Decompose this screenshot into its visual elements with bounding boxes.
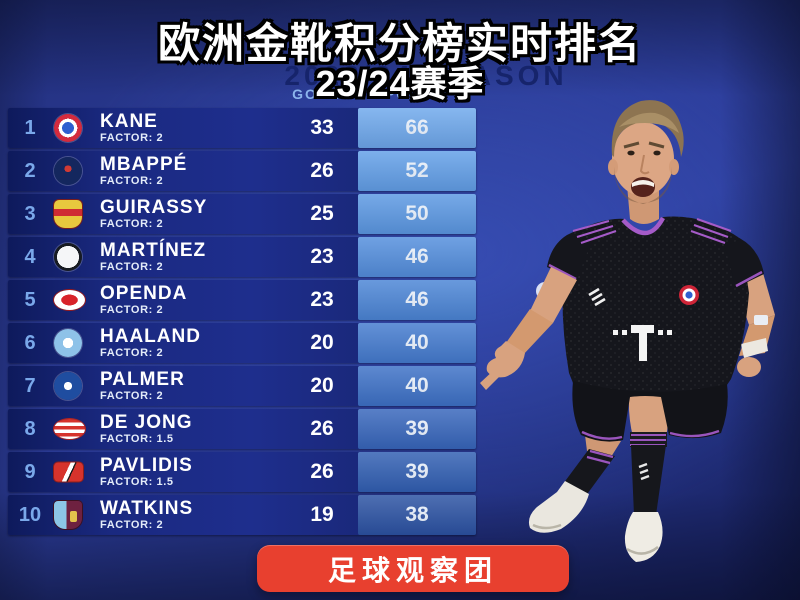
stuttgart-crest-icon [54, 200, 82, 228]
goals-cell: 20 [310, 374, 334, 397]
season-subtitle: 23/24赛季 [315, 63, 485, 104]
goals-cell: 33 [310, 116, 334, 139]
table-row: 2 MBAPPÉ FACTOR: 2 26 52 [8, 151, 476, 191]
rank-cell: 4 [24, 246, 36, 268]
player-info: DE JONG FACTOR: 1.5 [100, 413, 193, 445]
watermark-button[interactable]: 足球观察团 [257, 545, 569, 592]
player-name: MBAPPÉ [100, 154, 188, 175]
player-name: GUIRASSY [100, 197, 208, 218]
player-info: KANE FACTOR: 2 [100, 112, 163, 144]
factor-label: FACTOR: 2 [100, 304, 164, 316]
points-cell: 40 [358, 366, 476, 406]
table-row: 5 OPENDA FACTOR: 2 23 46 [8, 280, 476, 320]
player-info: PALMER FACTOR: 2 [100, 370, 185, 402]
rank-cell: 9 [24, 461, 36, 483]
points-cell: 39 [358, 452, 476, 492]
player-info: MARTÍNEZ FACTOR: 2 [100, 241, 206, 273]
factor-label: FACTOR: 2 [100, 175, 164, 187]
player-info: HAALAND FACTOR: 2 [100, 327, 201, 359]
inter-crest-icon [54, 243, 82, 271]
goals-cell: 23 [310, 245, 334, 268]
points-cell: 46 [358, 280, 476, 320]
rank-cell: 7 [24, 375, 36, 397]
goals-cell: 25 [310, 202, 334, 225]
player-info: PAVLIDIS FACTOR: 1.5 [100, 456, 193, 488]
points-cell: 40 [358, 323, 476, 363]
player-info: MBAPPÉ FACTOR: 2 [100, 155, 187, 187]
psv-crest-icon [54, 419, 85, 439]
player-name: WATKINS [100, 498, 194, 519]
player-photo-harry-kane [473, 83, 800, 580]
factor-label: FACTOR: 2 [100, 132, 164, 144]
points-cell: 52 [358, 151, 476, 191]
player-info: OPENDA FACTOR: 2 [100, 284, 187, 316]
player-name: DE JONG [100, 412, 193, 433]
rank-cell: 5 [24, 289, 36, 311]
az-crest-icon [54, 462, 83, 482]
rank-cell: 2 [24, 160, 36, 182]
player-name: MARTÍNEZ [100, 240, 207, 261]
factor-label: FACTOR: 2 [100, 218, 164, 230]
leipzig-crest-icon [54, 290, 85, 310]
goals-cell: 23 [310, 288, 334, 311]
factor-label: FACTOR: 2 [100, 347, 164, 359]
table-row: 7 PALMER FACTOR: 2 20 40 [8, 366, 476, 406]
player-name: PALMER [100, 369, 185, 390]
player-name: HAALAND [100, 326, 201, 347]
points-cell: 46 [358, 237, 476, 277]
factor-label: FACTOR: 1.5 [100, 433, 174, 445]
villa-crest-icon [54, 501, 82, 529]
goals-cell: 19 [310, 503, 334, 526]
rank-cell: 8 [24, 418, 36, 440]
points-cell: 50 [358, 194, 476, 234]
factor-label: FACTOR: 1.5 [100, 476, 174, 488]
player-name: OPENDA [100, 283, 188, 304]
goals-cell: 26 [310, 159, 334, 182]
rank-cell: 10 [18, 504, 42, 526]
table-row: 8 DE JONG FACTOR: 1.5 26 39 [8, 409, 476, 449]
player-info: GUIRASSY FACTOR: 2 [100, 198, 207, 230]
sleeve-patch [754, 315, 768, 325]
table-row: 4 MARTÍNEZ FACTOR: 2 23 46 [8, 237, 476, 277]
rank-cell: 6 [24, 332, 36, 354]
points-cell: 38 [358, 495, 476, 535]
table-row: 6 HAALAND FACTOR: 2 20 40 [8, 323, 476, 363]
table-row: 1 KANE FACTOR: 2 33 66 [8, 108, 476, 148]
factor-label: FACTOR: 2 [100, 519, 164, 531]
factor-label: FACTOR: 2 [100, 390, 164, 402]
goals-cell: 26 [310, 417, 334, 440]
points-cell: 39 [358, 409, 476, 449]
table-row: 3 GUIRASSY FACTOR: 2 25 50 [8, 194, 476, 234]
goals-cell: 26 [310, 460, 334, 483]
rank-cell: 1 [24, 117, 36, 139]
standings-rows: 1 KANE FACTOR: 2 33 66 2 MBAPPÉ FACTOR: … [8, 108, 476, 535]
player-info: WATKINS FACTOR: 2 [100, 499, 193, 531]
table-row: 10 WATKINS FACTOR: 2 19 38 [8, 495, 476, 535]
goals-cell: 20 [310, 331, 334, 354]
mancity-crest-icon [54, 329, 82, 357]
table-row: 9 PAVLIDIS FACTOR: 1.5 26 39 [8, 452, 476, 492]
factor-label: FACTOR: 2 [100, 261, 164, 273]
points-cell: 66 [358, 108, 476, 148]
golden-boot-standings-table: GOALS POINTS 1 KANE FACTOR: 2 33 66 2 MB… [8, 86, 476, 538]
rank-cell: 3 [24, 203, 36, 225]
psg-crest-icon [54, 157, 82, 185]
chelsea-crest-icon [54, 372, 82, 400]
player-name: KANE [100, 111, 158, 132]
player-name: PAVLIDIS [100, 455, 193, 476]
bayern-crest-icon [54, 114, 82, 142]
